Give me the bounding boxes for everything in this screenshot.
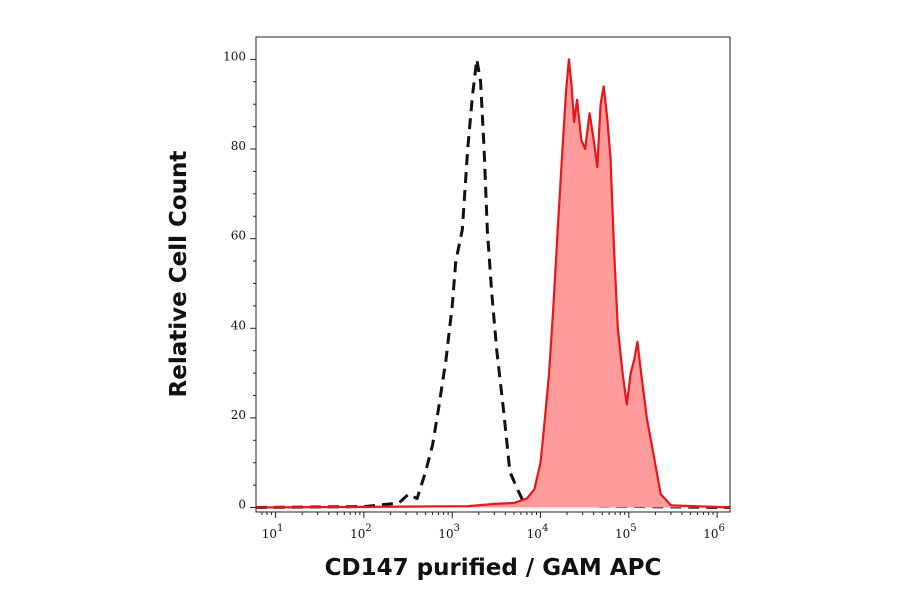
- x-tick-label-2: 103: [438, 523, 460, 541]
- x-tick-exponent-4: 5: [630, 523, 636, 534]
- y-tick-label-1: 20: [231, 408, 246, 422]
- y-tick-label-0: 0: [238, 498, 246, 512]
- series-layer: [255, 57, 731, 509]
- y-tick-label-3: 60: [231, 229, 246, 243]
- series-0-line: [255, 57, 731, 509]
- x-tick-exponent-2: 3: [454, 523, 460, 534]
- x-tick-exponent-1: 2: [365, 523, 371, 534]
- x-tick-exponent-3: 4: [542, 523, 548, 534]
- x-tick-label-3: 104: [527, 523, 549, 541]
- x-tick-label-1: 102: [350, 523, 372, 541]
- x-tick-label-5: 106: [703, 523, 725, 541]
- y-tick-label-5: 100: [223, 49, 246, 63]
- y-tick-label-2: 40: [231, 318, 246, 332]
- x-axis-title: CD147 purified / GAM APC: [325, 555, 662, 581]
- x-axis: 101 102 103 104 105 106: [261, 512, 725, 541]
- y-axis-title: Relative Cell Count: [166, 151, 192, 398]
- x-tick-label-4: 105: [615, 523, 637, 541]
- plot-frame: [255, 36, 731, 513]
- x-tick-label-0: 101: [262, 523, 284, 541]
- x-tick-exponent-0: 1: [277, 523, 283, 534]
- y-axis: 0 20 40 60 80 100: [223, 49, 256, 512]
- x-tick-exponent-5: 6: [719, 523, 725, 534]
- series-1-line: [255, 58, 731, 509]
- series-1-area: [256, 59, 730, 508]
- y-tick-label-4: 80: [231, 139, 246, 153]
